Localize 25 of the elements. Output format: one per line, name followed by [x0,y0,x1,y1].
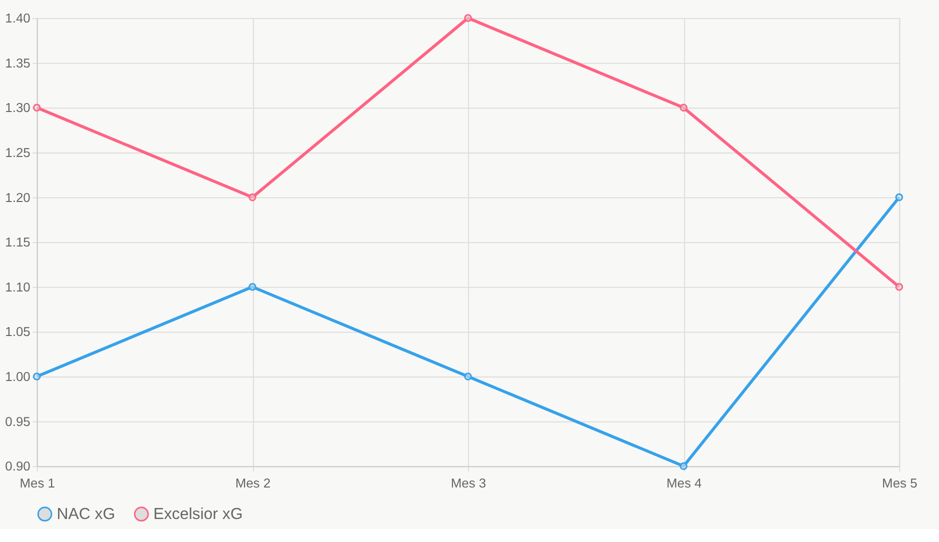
y-tick-label: 1.25 [5,144,30,160]
point [895,283,904,291]
y-tick-label: 1.15 [5,234,30,250]
x-tick-label: Mes 1 [20,476,55,491]
y-tick-label: 1.30 [5,100,30,116]
y-tick-label: 0.95 [5,414,30,429]
point [895,193,904,202]
x-tick-label: Mes 2 [235,476,271,491]
legend-label: NAC xG [56,506,116,524]
x-tick-label: Mes 3 [450,476,486,491]
point [680,104,688,112]
y-tick-label: 0.90 [5,458,30,474]
point [248,283,256,291]
x-tick-label: Mes 5 [882,476,918,491]
y-tick-label: 1.35 [5,55,30,70]
point [464,14,472,22]
y-tick-label: 1.20 [5,190,30,205]
legend-label: Excelsior xG [153,506,243,524]
y-tick-label: 1.40 [5,10,30,26]
point [464,372,472,380]
y-tick-label: 1.10 [5,279,30,294]
y-tick-label: 1.05 [5,324,30,340]
point [248,193,256,202]
y-tick-label: 1.00 [5,369,30,384]
x-tick-label: Mes 4 [666,476,702,491]
